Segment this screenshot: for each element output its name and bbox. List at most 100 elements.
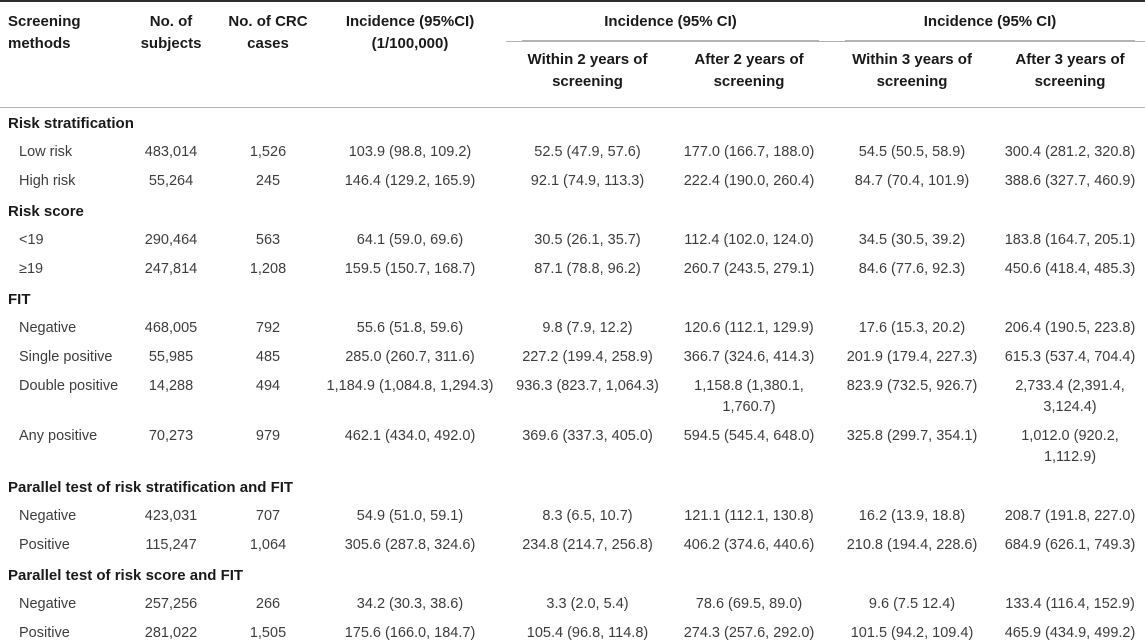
value-cell: 14,288 (148, 378, 194, 394)
value-cell: 55,264 (148, 173, 194, 189)
value-cell: 84.6 (77.6, 92.3) (858, 261, 966, 277)
value-cell: 222.4 (190.0, 260.4) (683, 173, 815, 189)
value-cell: 52.5 (47.9, 57.6) (534, 144, 641, 160)
value-cell: 183.8 (164.7, 205.1) (1004, 232, 1136, 248)
value-cell: 3.3 (2.0, 5.4) (546, 596, 629, 612)
value-cell: 1,012.0 (920.2, 1,112.9) (1021, 428, 1119, 465)
value-cell: 1,526 (249, 144, 287, 160)
row-label: ≥19 (19, 261, 44, 277)
value-cell: 17.6 (15.3, 20.2) (858, 320, 966, 336)
value-cell: 101.5 (94.2, 109.4) (850, 625, 974, 640)
value-cell: 1,158.8 (1,380.1, 1,760.7) (694, 378, 804, 415)
value-cell: 112.4 (102.0, 124.0) (684, 232, 814, 248)
section-header-row: Parallel test of risk stratification and… (0, 472, 1145, 502)
value-cell: 707 (255, 508, 281, 524)
value-cell: 30.5 (26.1, 35.7) (534, 232, 641, 248)
section-header-row: Risk stratification (0, 108, 1145, 139)
value-cell: 103.9 (98.8, 109.2) (348, 144, 472, 160)
value-cell: 159.5 (150.7, 168.7) (344, 261, 476, 277)
value-cell: 54.9 (51.0, 59.1) (356, 508, 464, 524)
value-cell: 563 (255, 232, 281, 248)
value-cell: 78.6 (69.5, 89.0) (695, 596, 803, 612)
value-cell: 234.8 (214.7, 256.8) (522, 537, 653, 553)
group-header-incidence-3yr: Incidence (95% CI) (829, 1, 1145, 42)
section-title: Parallel test of risk score and FIT (8, 567, 244, 584)
value-cell: 462.1 (434.0, 492.0) (344, 428, 476, 444)
value-cell: 64.1 (59.0, 69.6) (356, 232, 464, 248)
section-header-row: Parallel test of risk score and FIT (0, 560, 1145, 590)
value-cell: 465.9 (434.9, 499.2) (1004, 625, 1136, 640)
value-cell: 16.2 (13.9, 18.8) (858, 508, 966, 524)
value-cell: 9.6 (7.5 12.4) (868, 596, 956, 612)
col-header-no-of-crc-cases: No. of CRC cases (222, 1, 314, 108)
table-row: Any positive 70,273 979 462.1 (434.0, 492.0… (0, 422, 1145, 472)
section-header-row: FIT (0, 284, 1145, 314)
value-cell: 120.6 (112.1, 129.9) (684, 320, 814, 336)
row-label: Negative (19, 508, 77, 524)
value-cell: 34.2 (30.3, 38.6) (356, 596, 464, 612)
row-label: Negative (19, 596, 77, 612)
value-cell: 245 (255, 173, 281, 189)
value-cell: 684.9 (626.1, 749.3) (1004, 537, 1136, 553)
table-header: Screening methods No. of subjects No. of… (0, 1, 1145, 108)
value-cell: 406.2 (374.6, 440.6) (683, 537, 815, 553)
value-cell: 121.1 (112.1, 130.8) (684, 508, 814, 524)
value-cell: 84.7 (70.4, 101.9) (854, 173, 970, 189)
value-cell: 305.6 (287.8, 324.6) (344, 537, 476, 553)
value-cell: 54.5 (50.5, 58.9) (858, 144, 966, 160)
value-cell: 260.7 (243.5, 279.1) (683, 261, 815, 277)
col-header-after-2-years: After 2 years of screening (669, 41, 830, 108)
value-cell: 485 (255, 349, 281, 365)
value-cell: 257,256 (144, 596, 198, 612)
col-header-within-3-years: Within 3 years of screening (829, 41, 996, 108)
row-label: <19 (19, 232, 44, 248)
value-cell: 8.3 (6.5, 10.7) (542, 508, 633, 524)
row-label: Negative (19, 320, 77, 336)
col-header-screening-methods: Screening methods (0, 1, 120, 108)
value-cell: 450.6 (418.4, 485.3) (1004, 261, 1136, 277)
value-cell: 483,014 (144, 144, 198, 160)
value-cell: 290,464 (144, 232, 198, 248)
value-cell: 388.6 (327.7, 460.9) (1004, 173, 1136, 189)
group-header-incidence-3yr-label: Incidence (95% CI) (845, 11, 1136, 41)
header-row-top: Screening methods No. of subjects No. of… (0, 1, 1145, 108)
value-cell: 175.6 (166.0, 184.7) (344, 625, 476, 640)
value-cell: 615.3 (537.4, 704.4) (1004, 349, 1136, 365)
value-cell: 1,184.9 (1,084.8, 1,294.3) (326, 378, 494, 394)
value-cell: 274.3 (257.6, 292.0) (683, 625, 815, 640)
value-cell: 206.4 (190.5, 223.8) (1004, 320, 1136, 336)
value-cell: 208.7 (191.8, 227.0) (1004, 508, 1136, 524)
table-row: Negative 468,005 792 55.6 (51.8, 59.6) 9.8 (… (0, 314, 1145, 343)
value-cell: 285.0 (260.7, 311.6) (345, 349, 475, 365)
value-cell: 369.6 (337.3, 405.0) (522, 428, 653, 444)
row-label: Positive (19, 625, 70, 640)
group-header-incidence-2yr: Incidence (95% CI) (506, 1, 830, 42)
value-cell: 247,814 (144, 261, 198, 277)
value-cell: 177.0 (166.7, 188.0) (683, 144, 815, 160)
value-cell: 823.9 (732.5, 926.7) (846, 378, 978, 394)
table-row: Low risk 483,014 1,526 103.9 (98.8, 109.2) 5… (0, 138, 1145, 167)
value-cell: 281,022 (144, 625, 198, 640)
value-cell: 979 (255, 428, 281, 444)
value-cell: 55,985 (148, 349, 194, 365)
value-cell: 201.9 (179.4, 227.3) (846, 349, 978, 365)
value-cell: 468,005 (144, 320, 198, 336)
value-cell: 2,733.4 (2,391.4, 3,124.4) (1015, 378, 1125, 415)
col-header-incidence-overall: Incidence (95%CI) (1/100,000) (314, 1, 506, 108)
section-title: Risk score (8, 203, 84, 220)
table-row: <19 290,464 563 64.1 (59.0, 69.6) 30.5 (26.1… (0, 226, 1145, 255)
value-cell: 1,505 (249, 625, 287, 640)
row-label: Positive (19, 537, 70, 553)
table-row: Positive 281,022 1,505 175.6 (166.0, 184.7)… (0, 619, 1145, 640)
header-row-sub: Within 2 years of screening After 2 year… (0, 41, 1145, 108)
section-title: Risk stratification (8, 115, 134, 132)
table-row: Negative 257,256 266 34.2 (30.3, 38.6) 3.3 (… (0, 590, 1145, 619)
table-row: Positive 115,247 1,064 305.6 (287.8, 324.6)… (0, 531, 1145, 560)
row-label: Double positive (19, 378, 119, 394)
value-cell: 92.1 (74.9, 113.3) (530, 173, 645, 189)
value-cell: 34.5 (30.5, 39.2) (858, 232, 966, 248)
value-cell: 1,064 (249, 537, 287, 553)
row-label: Single positive (19, 349, 113, 365)
table-row: Single positive 55,985 485 285.0 (260.7, 31… (0, 343, 1145, 372)
